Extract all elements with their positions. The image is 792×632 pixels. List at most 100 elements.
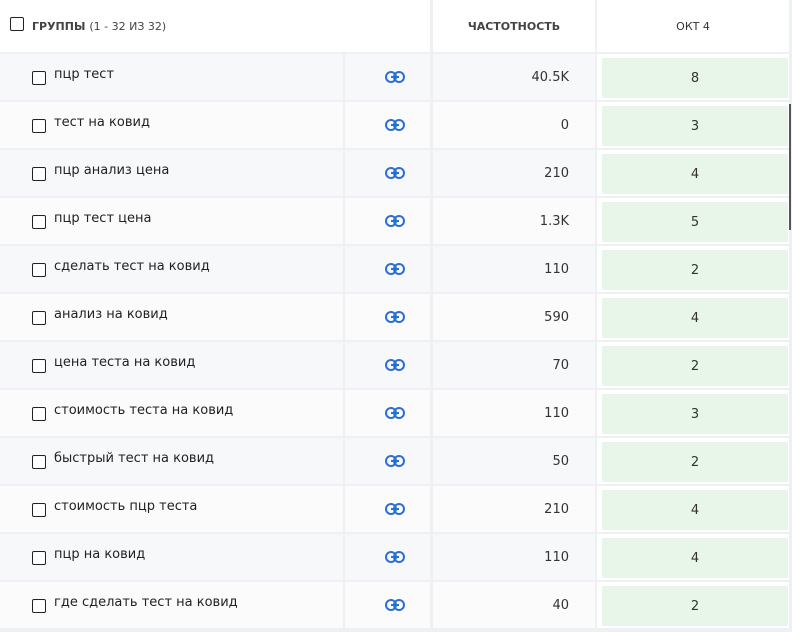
row-name-cell: пцр на ковид [0, 534, 343, 580]
link-icon[interactable] [385, 503, 405, 515]
position: 2 [602, 586, 788, 626]
row-name-cell: быстрый тест на ковид [0, 438, 343, 484]
row-checkbox[interactable] [32, 71, 46, 85]
header-frequency[interactable]: ЧАСТОТНОСТЬ [433, 0, 595, 52]
position: 4 [602, 490, 788, 530]
frequency: 40 [433, 582, 595, 628]
row-checkbox[interactable] [32, 359, 46, 373]
row-name-cell: цена теста на ковид [0, 342, 343, 388]
link-cell [345, 438, 430, 484]
keyword: цена теста на ковид [54, 355, 196, 370]
row-checkbox[interactable] [32, 263, 46, 277]
link-icon[interactable] [385, 263, 405, 275]
row-name-cell: анализ на ковид [0, 294, 343, 340]
row-name-cell: стоимость теста на ковид [0, 390, 343, 436]
position-cell: 2 [597, 342, 789, 388]
keyword: сделать тест на ковид [54, 259, 210, 274]
frequency: 210 [433, 486, 595, 532]
link-icon[interactable] [385, 551, 405, 563]
row-name-cell: тест на ковид [0, 102, 343, 148]
row-checkbox[interactable] [32, 455, 46, 469]
row-checkbox[interactable] [32, 167, 46, 181]
link-icon[interactable] [385, 71, 405, 83]
position: 5 [602, 202, 788, 242]
frequency: 110 [433, 534, 595, 580]
link-cell [345, 390, 430, 436]
position: 4 [602, 298, 788, 338]
link-icon[interactable] [385, 359, 405, 371]
link-icon[interactable] [385, 455, 405, 467]
row-checkbox[interactable] [32, 551, 46, 565]
link-icon[interactable] [385, 215, 405, 227]
keyword: анализ на ковид [54, 307, 168, 322]
header-count: (1 - 32 ИЗ 32) [89, 19, 167, 33]
position-cell: 2 [597, 582, 789, 628]
link-cell [345, 198, 430, 244]
keyword: пцр анализ цена [54, 163, 170, 178]
link-cell [345, 534, 430, 580]
position-cell: 4 [597, 150, 789, 196]
keyword: пцр тест [54, 67, 115, 82]
position-cell: 3 [597, 390, 789, 436]
position: 4 [602, 538, 788, 578]
link-cell [345, 246, 430, 292]
keyword: пцр тест цена [54, 211, 152, 226]
frequency: 70 [433, 342, 595, 388]
link-icon[interactable] [385, 311, 405, 323]
row-name-cell: пцр тест [0, 54, 343, 100]
row-name-cell: стоимость пцр теста [0, 486, 343, 532]
position-cell: 4 [597, 486, 789, 532]
keyword: тест на ковид [54, 115, 150, 130]
row-checkbox[interactable] [32, 215, 46, 229]
position: 2 [602, 442, 788, 482]
keyword: где сделать тест на ковид [54, 595, 238, 610]
position: 2 [602, 346, 788, 386]
link-cell [345, 486, 430, 532]
frequency: 110 [433, 390, 595, 436]
select-all-checkbox[interactable] [10, 17, 24, 31]
header-title: ГРУППЫ [32, 19, 86, 33]
position: 4 [602, 154, 788, 194]
position-cell: 4 [597, 534, 789, 580]
row-name-cell: сделать тест на ковид [0, 246, 343, 292]
link-cell [345, 582, 430, 628]
header-groups: ГРУППЫ (1 - 32 ИЗ 32) [0, 0, 430, 52]
frequency: 110 [433, 246, 595, 292]
row-checkbox[interactable] [32, 407, 46, 421]
row-checkbox[interactable] [32, 599, 46, 613]
position-cell: 2 [597, 438, 789, 484]
scrollbar[interactable] [789, 104, 791, 230]
position: 3 [602, 394, 788, 434]
keyword: быстрый тест на ковид [54, 451, 215, 466]
frequency: 1.3K [433, 198, 595, 244]
link-cell [345, 294, 430, 340]
link-icon[interactable] [385, 599, 405, 611]
keyword: стоимость пцр теста [54, 499, 198, 514]
position: 3 [602, 106, 788, 146]
row-name-cell: пцр анализ цена [0, 150, 343, 196]
keyword: стоимость теста на ковид [54, 403, 234, 418]
row-checkbox[interactable] [32, 503, 46, 517]
position-cell: 8 [597, 54, 789, 100]
frequency: 210 [433, 150, 595, 196]
link-icon[interactable] [385, 119, 405, 131]
frequency: 0 [433, 102, 595, 148]
frequency: 590 [433, 294, 595, 340]
position-cell: 4 [597, 294, 789, 340]
row-name-cell: пцр тест цена [0, 198, 343, 244]
link-cell [345, 54, 430, 100]
position: 8 [602, 58, 788, 98]
row-checkbox[interactable] [32, 311, 46, 325]
link-icon[interactable] [385, 407, 405, 419]
link-cell [345, 102, 430, 148]
row-name-cell: где сделать тест на ковид [0, 582, 343, 628]
position-cell: 5 [597, 198, 789, 244]
header-date[interactable]: ОКТ 4 [597, 0, 789, 52]
frequency: 50 [433, 438, 595, 484]
link-cell [345, 150, 430, 196]
row-checkbox[interactable] [32, 119, 46, 133]
frequency: 40.5K [433, 54, 595, 100]
link-icon[interactable] [385, 167, 405, 179]
position-cell: 3 [597, 102, 789, 148]
